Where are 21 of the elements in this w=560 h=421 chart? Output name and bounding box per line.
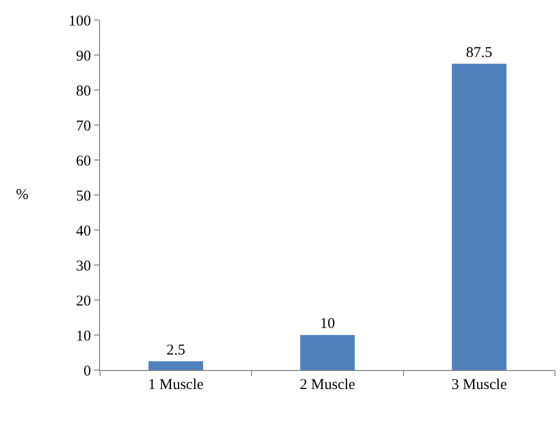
bar [148,361,204,370]
y-tick-label: 90 [76,48,91,64]
x-tick-label: 3 Muscle [451,377,508,393]
y-tick-label: 0 [84,363,91,380]
y-axis-title: % [16,187,28,203]
bar [300,335,355,370]
data-label: 87.5 [466,44,492,61]
x-tick-label: 1 Muscle [148,377,204,393]
x-tick-label: 2 Muscle [300,377,356,393]
y-tick-label: 30 [76,258,91,274]
data-label: 10 [320,316,335,332]
y-tick-label: 80 [76,83,91,100]
y-tick-label: 40 [76,223,91,240]
y-tick-label: 50 [76,188,91,204]
data-label: 2.5 [166,342,186,358]
y-tick-label: 10 [76,328,91,344]
y-tick-label: 60 [76,153,91,170]
y-tick-label: 20 [76,293,91,310]
y-tick-label: 70 [76,118,91,134]
bar [452,64,506,370]
y-tick-label: 100 [68,13,91,30]
